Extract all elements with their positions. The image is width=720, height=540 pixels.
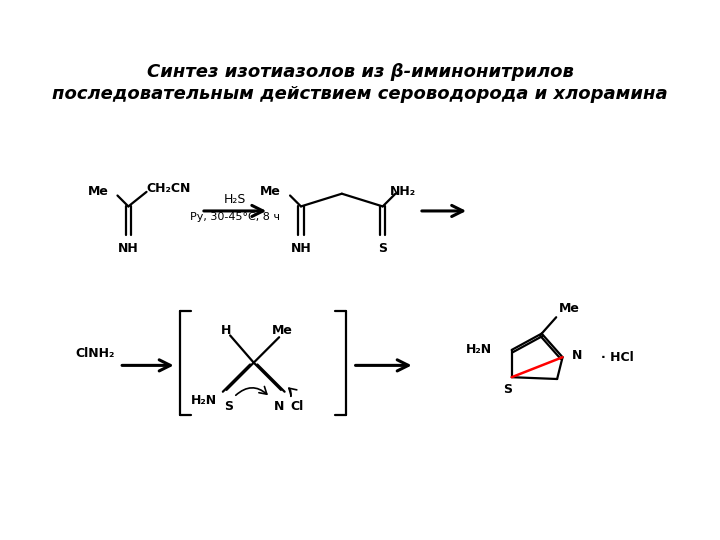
Text: NH: NH [291, 242, 311, 255]
Text: N: N [572, 349, 582, 362]
Text: N: N [274, 400, 284, 413]
Text: H₂S: H₂S [223, 193, 246, 206]
Text: ClNH₂: ClNH₂ [75, 347, 114, 360]
Text: Me: Me [260, 185, 281, 198]
Text: NH₂: NH₂ [390, 185, 415, 198]
Text: Me: Me [272, 325, 293, 338]
Text: Me: Me [88, 185, 109, 198]
Text: S: S [378, 242, 387, 255]
Text: последовательным действием сероводорода и хлорамина: последовательным действием сероводорода … [52, 85, 668, 103]
Text: NH: NH [118, 242, 139, 255]
Text: Py, 30-45°C, 8 ч: Py, 30-45°C, 8 ч [189, 212, 279, 222]
Text: S: S [503, 383, 513, 396]
Text: · HCl: · HCl [600, 350, 634, 364]
FancyArrowPatch shape [289, 388, 297, 396]
Text: Cl: Cl [291, 400, 304, 413]
Text: S: S [224, 400, 233, 413]
Text: Синтез изотиазолов из β-иминонитрилов: Синтез изотиазолов из β-иминонитрилов [147, 63, 573, 81]
Text: H₂N: H₂N [466, 343, 492, 356]
Text: Me: Me [559, 302, 580, 315]
Text: H: H [221, 325, 232, 338]
Text: CH₂CN: CH₂CN [146, 182, 191, 195]
FancyArrowPatch shape [235, 387, 267, 395]
Text: H₂N: H₂N [191, 394, 217, 407]
